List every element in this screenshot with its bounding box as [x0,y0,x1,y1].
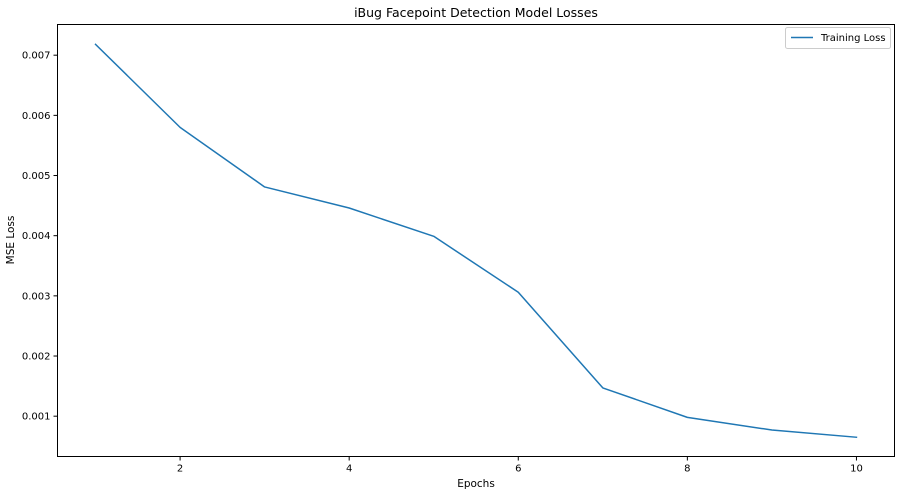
chart-title: iBug Facepoint Detection Model Losses [354,5,598,20]
data-point [179,127,181,129]
x-axis-ticks: 2 4 6 8 10 [177,456,863,475]
x-tick-label: 6 [515,464,521,475]
x-tick-label: 2 [177,464,183,475]
plot-frame [57,24,895,457]
data-point [856,437,858,439]
data-point [602,387,604,389]
x-tick-label: 4 [346,464,352,475]
y-axis-label: MSE Loss [5,216,17,265]
y-tick-label: 0.002 [22,352,51,363]
legend: Training Loss [785,27,891,49]
data-point [264,186,266,188]
y-tick-label: 0.005 [22,171,51,182]
data-point [771,429,773,431]
y-tick-label: 0.004 [22,231,51,242]
data-point [433,236,435,238]
y-tick-label: 0.006 [22,111,51,122]
series-line-training-loss [94,43,858,439]
data-point [348,207,350,209]
data-point [687,417,689,419]
data-point [518,291,520,293]
y-tick-label: 0.007 [22,51,51,62]
plot-area [94,43,858,439]
x-axis-label: Epochs [457,478,495,490]
y-tick-label: 0.003 [22,291,51,302]
data-point [95,44,97,46]
x-tick-label: 10 [850,464,863,475]
legend-box [785,27,891,49]
y-axis-ticks: 0.001 0.002 0.003 0.004 0.005 0.006 0.007 [22,51,58,423]
y-tick-label: 0.001 [22,412,51,423]
legend-label: Training Loss [820,33,886,44]
x-tick-label: 8 [684,464,690,475]
